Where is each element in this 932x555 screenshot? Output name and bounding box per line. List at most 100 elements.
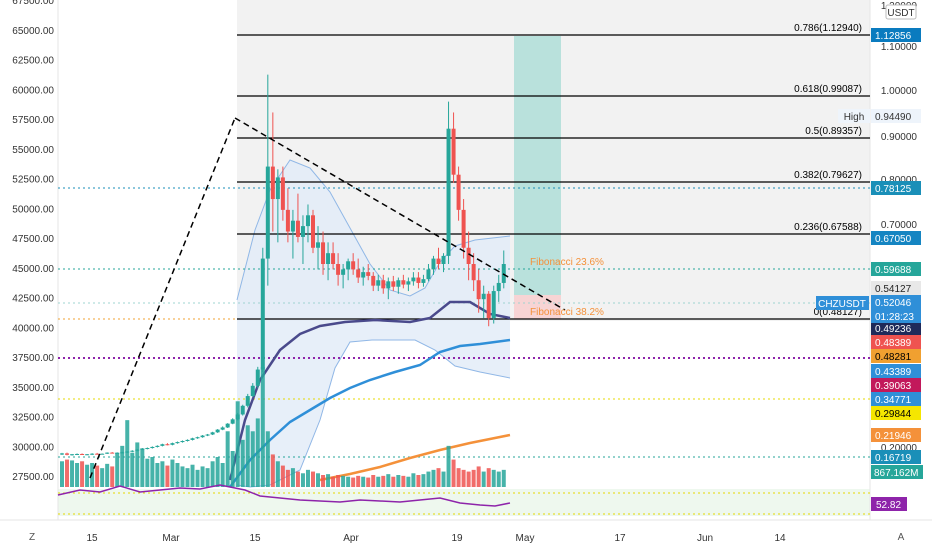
volume-bar: [326, 474, 331, 487]
price-tag: 0.67050: [875, 234, 912, 245]
price-tag: 0.16719: [875, 453, 912, 464]
candle-body: [431, 258, 436, 270]
volume-bar: [270, 454, 275, 487]
volume-bar: [346, 476, 351, 487]
volume-bar: [245, 425, 250, 487]
high-value-box: [871, 109, 921, 123]
candle-body: [230, 419, 235, 424]
long-position-stop: [514, 295, 561, 319]
candle-body: [421, 279, 426, 283]
volume-bar: [476, 466, 481, 487]
volume-bar: [105, 463, 110, 487]
candle-body: [466, 247, 471, 264]
candle-body: [255, 369, 260, 386]
candle-body: [160, 444, 165, 446]
candle-body: [311, 215, 315, 248]
fib-23-label: Fibonacci 23.6%: [530, 257, 604, 268]
fib-label: 0.5(0.89357): [805, 126, 862, 137]
zoom-button[interactable]: Z: [28, 531, 36, 543]
candle-body: [356, 269, 361, 278]
candle-body: [185, 439, 190, 441]
candle-body: [446, 128, 451, 256]
candle-body: [265, 166, 270, 259]
volume-bar: [195, 469, 200, 487]
auto-scale-button[interactable]: A: [897, 531, 905, 543]
volume-bar: [100, 468, 105, 487]
candle-body: [100, 453, 105, 455]
high-label-box: [838, 109, 870, 123]
volume-bar: [65, 459, 70, 487]
volume-bar: [285, 469, 290, 487]
time-axis-tick: 15: [249, 533, 261, 544]
volume-bar: [120, 445, 125, 487]
candle-body: [260, 258, 265, 370]
left-axis-tick: 47500.00: [12, 234, 54, 245]
volume-bar: [431, 469, 436, 487]
candle-body: [95, 453, 100, 455]
price-tag-box: [871, 281, 921, 295]
volume-bar: [250, 431, 255, 487]
candle-body: [361, 272, 366, 278]
candle-body: [451, 128, 456, 175]
volume-bar: [411, 473, 416, 487]
volume-bar: [461, 469, 466, 487]
symbol-tag-box: [816, 296, 869, 310]
volume-bar: [356, 475, 361, 487]
fib-label: 0.236(0.67588): [794, 222, 862, 233]
volume-bar: [336, 475, 341, 487]
price-tag: 0.59688: [875, 265, 912, 276]
candle-body: [270, 166, 275, 200]
volume-bar: [446, 445, 451, 487]
high-label: High: [844, 112, 865, 123]
candle-body: [316, 242, 321, 248]
left-axis-tick: 67500.00: [12, 0, 54, 7]
high-value: 0.94490: [875, 112, 912, 123]
quote-label: USDT: [887, 8, 914, 19]
price-tag-box: [871, 406, 921, 420]
volume-bar: [486, 468, 491, 487]
volume-tag-box: [871, 465, 923, 479]
candle-body: [205, 434, 210, 436]
price-tag-box: [871, 295, 921, 309]
candle-body: [391, 281, 396, 287]
fib-38-label: Fibonacci 38.2%: [530, 307, 604, 318]
countdown-box: [871, 309, 921, 323]
right-axis-tick: 0.80000: [881, 175, 918, 186]
candle-body: [70, 454, 75, 456]
time-axis-tick: 17: [614, 533, 626, 544]
candle-body: [180, 440, 185, 443]
volume-bar: [210, 461, 215, 487]
volume-bar: [381, 475, 386, 487]
volume-bar: [496, 471, 501, 487]
volume-bar: [85, 464, 90, 487]
candle-body: [110, 452, 115, 454]
candle-body: [406, 281, 411, 285]
candle-body: [145, 448, 150, 450]
trend-line-down: [234, 117, 566, 311]
time-axis-tick: May: [516, 533, 535, 544]
candle-body: [285, 209, 290, 232]
candle-body: [346, 261, 351, 270]
volume-bar: [115, 452, 120, 487]
price-tag: 0.78125: [875, 184, 912, 195]
long-position-target: [514, 36, 561, 295]
left-axis-tick: 55000.00: [12, 145, 54, 156]
left-axis-tick: 52500.00: [12, 175, 54, 186]
symbol-tag: CHZUSDT: [818, 299, 866, 310]
right-axis-tick: 0.20000: [881, 443, 918, 454]
volume-bar: [321, 475, 326, 487]
left-axis-tick: 30000.00: [12, 442, 54, 453]
trend-line-up: [89, 117, 236, 479]
price-tag-box: [871, 349, 921, 363]
volume-tag: 867.162M: [874, 468, 918, 479]
volume-bar: [160, 461, 165, 487]
bollinger-lower: [236, 339, 511, 488]
volume-bar: [165, 465, 170, 487]
candle-body: [456, 174, 461, 210]
volume-bar: [466, 471, 471, 487]
candle-body: [90, 453, 95, 455]
volume-bar: [75, 463, 80, 487]
volume-bar: [406, 476, 411, 487]
price-tag-box: [871, 335, 921, 349]
